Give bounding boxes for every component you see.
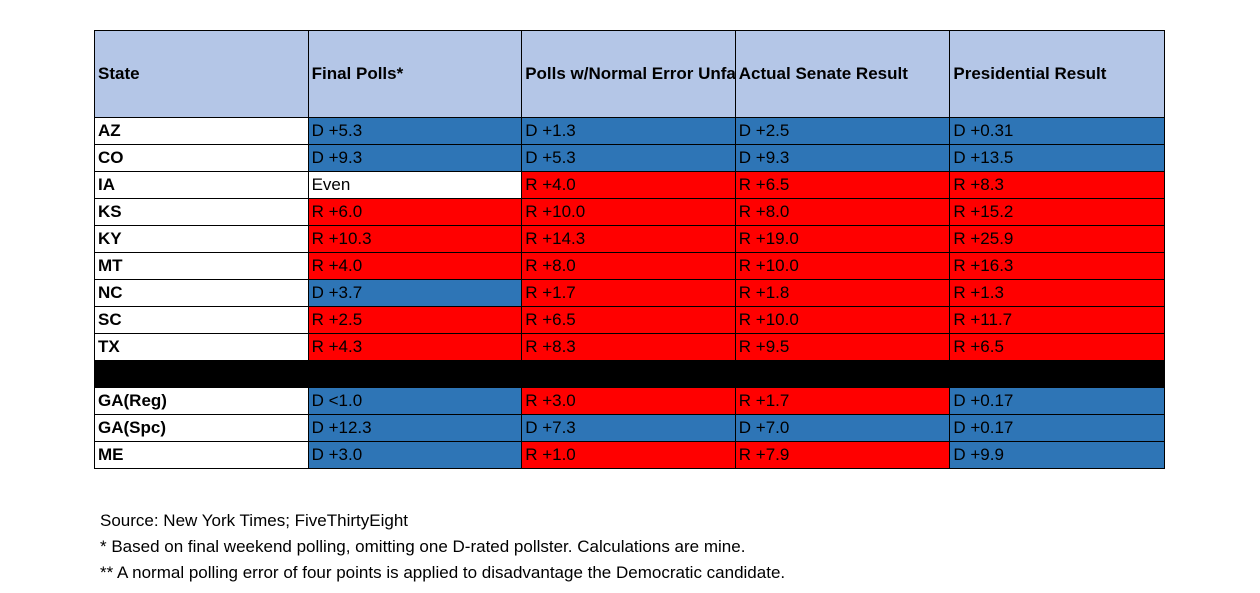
value-cell: R +10.0 [734,252,951,280]
value-cell: R +7.9 [734,441,951,469]
separator-cell [94,360,309,388]
value-cell: R +2.5 [307,306,523,334]
separator-cell [734,360,951,388]
value-cell: R +8.0 [734,198,951,226]
value-cell: R +1.0 [521,441,736,469]
table-row: CO D +9.3 D +5.3 D +9.3 D +13.5 [94,144,1165,172]
value-cell: D +0.17 [949,414,1165,442]
value-cell: R +6.5 [734,171,951,199]
value-cell: R +10.0 [734,306,951,334]
state-cell: KY [94,225,309,253]
separator-cell [521,360,736,388]
table-row: GA(Spc) D +12.3 D +7.3 D +7.0 D +0.17 [94,414,1165,442]
value-cell: R +8.3 [521,333,736,361]
state-cell: TX [94,333,309,361]
value-cell: D +2.5 [734,117,951,145]
value-cell: D +7.3 [521,414,736,442]
value-cell: D +3.7 [307,279,523,307]
table-row: NC D +3.7 R +1.7 R +1.8 R +1.3 [94,279,1165,307]
header-final-polls: Final Polls* [307,30,523,118]
state-cell: IA [94,171,309,199]
value-cell: D +5.3 [307,117,523,145]
value-cell: R +4.0 [307,252,523,280]
value-cell: D +9.9 [949,441,1165,469]
state-cell: GA(Spc) [94,414,309,442]
table-row: KY R +10.3 R +14.3 R +19.0 R +25.9 [94,225,1165,253]
table-row: SC R +2.5 R +6.5 R +10.0 R +11.7 [94,306,1165,334]
value-cell: D +3.0 [307,441,523,469]
state-cell: CO [94,144,309,172]
value-cell: R +6.5 [521,306,736,334]
value-cell: D +13.5 [949,144,1165,172]
value-cell: R +10.3 [307,225,523,253]
header-presidential-result: Presidential Result [949,30,1165,118]
table-row: KS R +6.0 R +10.0 R +8.0 R +15.2 [94,198,1165,226]
value-cell: R +8.0 [521,252,736,280]
state-cell: KS [94,198,309,226]
value-cell: R +1.7 [734,387,951,415]
source-note: Source: New York Times; FiveThirtyEight [100,511,409,530]
state-cell: NC [94,279,309,307]
footnote-normal-error: ** A normal polling error of four points… [100,563,786,582]
value-cell: D +0.31 [949,117,1165,145]
table-row: AZ D +5.3 D +1.3 D +2.5 D +0.31 [94,117,1165,145]
value-cell: R +19.0 [734,225,951,253]
header-polls-normal-error: Polls w/Normal Error Unfavorable to Demo… [521,30,736,118]
value-cell: D +7.0 [734,414,951,442]
value-cell: R +6.5 [949,333,1165,361]
value-cell: D <1.0 [307,387,523,415]
header-state: State [94,30,309,118]
state-cell: GA(Reg) [94,387,309,415]
value-cell: Even [307,171,523,199]
value-cell: R +16.3 [949,252,1165,280]
separator-cell [949,360,1165,388]
value-cell: R +10.0 [521,198,736,226]
value-cell: R +14.3 [521,225,736,253]
value-cell: D +0.17 [949,387,1165,415]
header-row: State Final Polls* Polls w/Normal Error … [94,30,1165,118]
table-row: MT R +4.0 R +8.0 R +10.0 R +16.3 [94,252,1165,280]
separator-cell [307,360,523,388]
value-cell: R +4.0 [521,171,736,199]
notes: Source: New York Times; FiveThirtyEight … [100,508,785,586]
value-cell: R +15.2 [949,198,1165,226]
header-actual-senate-result: Actual Senate Result [734,30,951,118]
value-cell: R +1.3 [949,279,1165,307]
value-cell: R +4.3 [307,333,523,361]
table-row: TX R +4.3 R +8.3 R +9.5 R +6.5 [94,333,1165,361]
value-cell: R +9.5 [734,333,951,361]
value-cell: D +5.3 [521,144,736,172]
value-cell: R +11.7 [949,306,1165,334]
table-row: IA Even R +4.0 R +6.5 R +8.3 [94,171,1165,199]
value-cell: R +6.0 [307,198,523,226]
state-cell: ME [94,441,309,469]
table-row: GA(Reg) D <1.0 R +3.0 R +1.7 D +0.17 [94,387,1165,415]
value-cell: D +12.3 [307,414,523,442]
footnote-final-polls: * Based on final weekend polling, omitti… [100,537,746,556]
value-cell: R +1.7 [521,279,736,307]
value-cell: D +1.3 [521,117,736,145]
value-cell: R +3.0 [521,387,736,415]
table-row: ME D +3.0 R +1.0 R +7.9 D +9.9 [94,441,1165,469]
table-body: AZ D +5.3 D +1.3 D +2.5 D +0.31 CO D +9.3 D +5.… [94,117,1165,469]
value-cell: R +25.9 [949,225,1165,253]
separator-row [94,360,1165,388]
value-cell: D +9.3 [734,144,951,172]
state-cell: AZ [94,117,309,145]
state-cell: SC [94,306,309,334]
value-cell: D +9.3 [307,144,523,172]
value-cell: R +8.3 [949,171,1165,199]
state-cell: MT [94,252,309,280]
polling-table: State Final Polls* Polls w/Normal Error … [94,30,1165,469]
value-cell: R +1.8 [734,279,951,307]
